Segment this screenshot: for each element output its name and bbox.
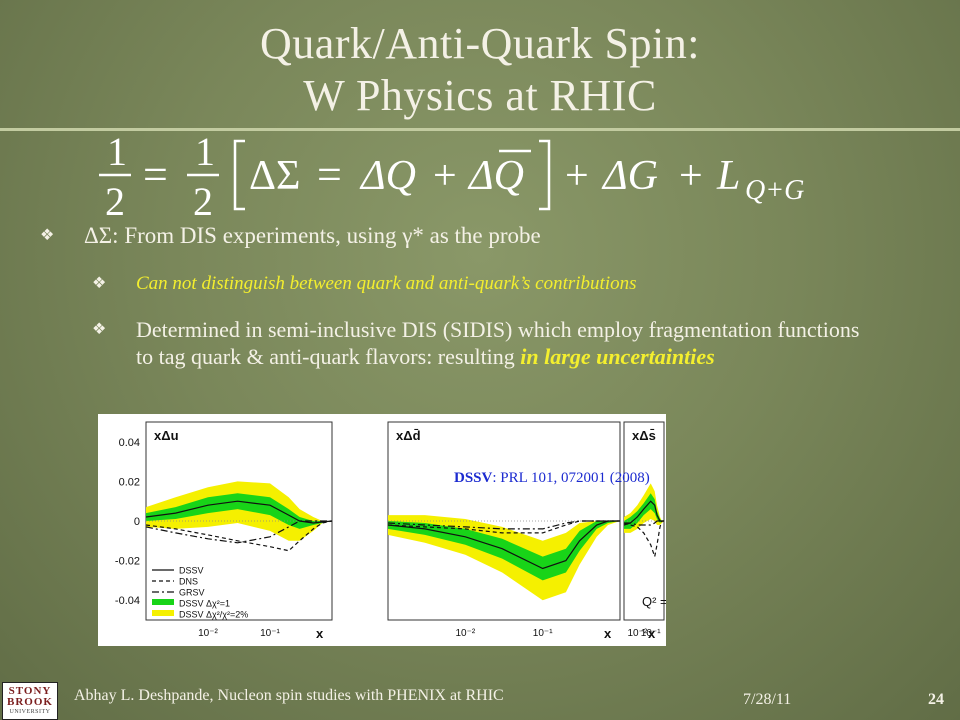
series-solid — [145, 500, 333, 524]
x-tick-label: 10⁻² — [198, 628, 218, 639]
eq-equals-2: = — [317, 150, 342, 199]
series-dashed — [623, 520, 664, 559]
footer-date: 7/28/11 — [743, 691, 792, 708]
eq-right-bracket — [539, 139, 551, 211]
panel-label: xΔd̄ — [396, 428, 421, 443]
eq-plus-2: + — [565, 153, 589, 199]
panel-2: xΔd̄ 10⁻² 10⁻¹ x — [387, 421, 621, 641]
series-dashed — [387, 520, 620, 534]
x-tick-label: 10⁻¹ — [260, 628, 280, 639]
x-axis-label: x — [648, 626, 656, 641]
dssv-figure: 0.04 0.02 0 -0.02 -0.04 xΔu 10⁻² 10⁻¹ x xΔd̄ 10⁻² 1… — [98, 414, 666, 646]
series-dashdot — [387, 520, 620, 530]
eq-delta-q: ΔQ — [359, 153, 416, 199]
uncertainty-band-yellow — [146, 481, 332, 541]
eq-delta-g: ΔG — [601, 153, 658, 199]
x-tick-label: 10⁻¹ — [533, 628, 553, 639]
x-axis-label: x — [316, 626, 324, 641]
y-tick-label: 0.04 — [119, 437, 140, 449]
logo-line-2: BROOK — [7, 696, 53, 708]
panel-label: xΔs̄ — [632, 428, 656, 443]
eq-lhs-num: 1 — [107, 131, 127, 174]
panel-3: xΔs̄ 10⁻²10⁻¹x Q² = 10 GeV² — [623, 421, 666, 641]
legend-label: DSSV Δχ²/χ²=2% — [179, 610, 248, 620]
diamond-bullet-icon: ❖ — [92, 321, 107, 338]
bullet-text-highlight: in large uncertainties — [520, 344, 715, 369]
spin-sum-equation: 1 2 = 1 2 ΔΣ = ΔQ + ΔQ + ΔG + L Q+G — [99, 131, 804, 221]
bullet-text: ΔΣ: From DIS experiments, using γ* as th… — [84, 223, 541, 248]
bullet-text: Can not distinguish between quark and an… — [136, 273, 637, 294]
x-tick-label: 10⁻¹ — [641, 628, 661, 639]
series-solid — [387, 520, 620, 570]
uncertainty-band-green — [146, 493, 332, 529]
q2-annotation: Q² = 10 GeV² — [642, 594, 666, 609]
slide-title: Quark/Anti-Quark Spin: W Physics at RHIC — [120, 18, 840, 122]
eq-delta-qbar: ΔQ — [467, 153, 524, 199]
logo-line-1: STONY — [8, 685, 52, 697]
x-tick-label: 10⁻² — [627, 628, 647, 639]
y-tick-label: -0.02 — [115, 556, 140, 568]
panel-1: xΔu 10⁻² 10⁻¹ x — [145, 421, 333, 641]
title-line-1: Quark/Anti-Quark Spin: — [260, 19, 700, 68]
citation-rest: : PRL 101, 072001 (2008) — [492, 470, 649, 486]
title-line-2: W Physics at RHIC — [303, 71, 657, 120]
legend-label: DSSV Δχ²=1 — [179, 599, 230, 609]
eq-coef-num: 1 — [195, 131, 215, 174]
eq-plus-3: + — [679, 153, 703, 199]
panel-label: xΔu — [154, 428, 179, 443]
legend-label: DSSV — [179, 566, 204, 576]
figure-citation: DSSV: PRL 101, 072001 (2008) — [454, 470, 650, 486]
eq-l-subscript: Q+G — [745, 175, 804, 206]
bullet-text-plain: Determined in semi-inclusive DIS (SIDIS)… — [136, 317, 860, 369]
series-solid — [623, 500, 664, 526]
logo-line-3: UNIVERSITY — [9, 709, 51, 715]
bullet-text: Determined in semi-inclusive DIS (SIDIS)… — [136, 316, 876, 370]
uncertainty-band-green — [388, 521, 620, 581]
diamond-bullet-icon: ❖ — [40, 227, 55, 244]
y-tick-label: -0.04 — [115, 595, 140, 607]
eq-plus-1: + — [433, 153, 457, 199]
footer-text: Abhay L. Deshpande, Nucleon spin studies… — [74, 687, 504, 704]
eq-delta-sigma: ΔΣ — [249, 153, 300, 199]
title-rule — [0, 128, 960, 131]
citation-bold: DSSV — [454, 470, 493, 486]
eq-left-bracket — [233, 139, 245, 211]
y-tick-label: 0.02 — [119, 476, 140, 488]
eq-lhs-den: 2 — [105, 179, 125, 221]
diamond-bullet-icon: ❖ — [92, 275, 107, 292]
legend-label: DNS — [179, 577, 198, 587]
legend-swatch — [152, 610, 174, 616]
page-number: 24 — [928, 691, 944, 708]
series-dashdot — [145, 520, 332, 544]
x-tick-label: 10⁻² — [455, 628, 475, 639]
eq-equals-1: = — [143, 150, 168, 199]
stony-brook-logo: STONY BROOK UNIVERSITY — [2, 682, 58, 720]
y-tick-label: 0 — [134, 516, 140, 528]
eq-coef-den: 2 — [193, 179, 213, 221]
eq-l: L — [716, 153, 740, 199]
legend-label: GRSV — [179, 588, 205, 598]
legend-swatch — [152, 599, 174, 605]
x-axis-label: x — [604, 626, 612, 641]
series-dashed — [145, 520, 333, 552]
